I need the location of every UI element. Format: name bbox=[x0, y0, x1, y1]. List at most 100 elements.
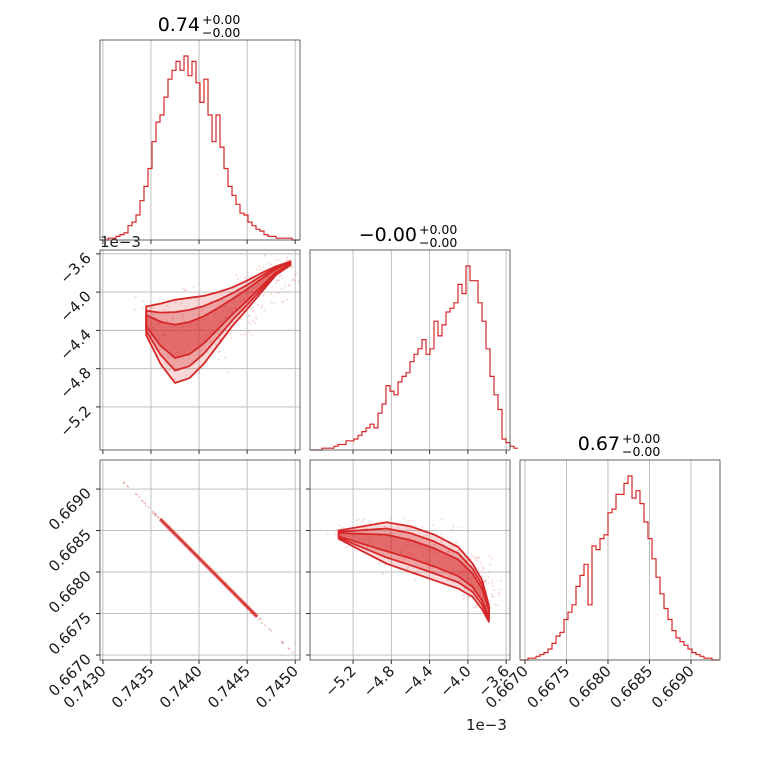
scatter-point bbox=[421, 526, 424, 528]
scatter-point bbox=[184, 289, 187, 292]
scatter-point bbox=[443, 555, 446, 558]
scatter-point bbox=[164, 333, 167, 336]
scatter-point bbox=[174, 301, 177, 304]
scatter-point bbox=[222, 310, 225, 313]
scatter-point bbox=[248, 322, 251, 324]
scatter-point bbox=[157, 323, 160, 325]
scatter-point bbox=[466, 598, 469, 601]
scatter-point bbox=[361, 520, 364, 523]
scatter-point bbox=[153, 512, 156, 515]
scatter-point bbox=[259, 268, 262, 271]
scatter-point bbox=[449, 562, 452, 565]
scatter-point bbox=[341, 526, 344, 529]
scatter-point bbox=[224, 356, 227, 359]
scatter-point bbox=[143, 502, 146, 505]
scatter-point bbox=[172, 364, 175, 367]
scatter-point bbox=[134, 308, 137, 311]
scatter-point bbox=[268, 628, 271, 631]
scatter-point bbox=[296, 272, 299, 275]
scatter-point bbox=[471, 580, 474, 583]
scatter-point bbox=[142, 300, 145, 303]
scatter-point bbox=[369, 522, 371, 524]
scatter-point bbox=[282, 640, 285, 643]
scatter-point bbox=[258, 265, 261, 268]
scatter-point bbox=[411, 553, 414, 556]
scatter-point bbox=[435, 551, 438, 554]
scatter-point bbox=[363, 526, 366, 529]
scatter-point bbox=[368, 538, 371, 541]
scatter-point bbox=[258, 617, 261, 620]
scatter-point bbox=[408, 551, 411, 554]
scatter-point bbox=[250, 333, 253, 336]
scatter-point bbox=[231, 307, 234, 310]
scatter-point bbox=[434, 551, 437, 554]
scatter-point bbox=[383, 525, 386, 528]
scatter-point bbox=[155, 316, 158, 319]
scatter-point bbox=[408, 536, 411, 539]
scatter-point bbox=[151, 329, 154, 332]
scatter-point bbox=[230, 311, 233, 314]
scatter-point bbox=[291, 279, 294, 282]
scatter-point bbox=[198, 371, 201, 374]
scatter-point bbox=[214, 313, 217, 316]
scatter-point bbox=[376, 535, 379, 538]
contour-level-1-panel-1-2 bbox=[337, 527, 490, 621]
panel-frame-r1-c1 bbox=[309, 249, 511, 451]
scatter-point bbox=[217, 322, 220, 325]
scatter-point bbox=[407, 526, 410, 529]
scatter-point bbox=[185, 339, 188, 342]
scatter-point bbox=[275, 258, 278, 261]
scatter-point bbox=[270, 629, 272, 632]
scatter-point bbox=[447, 549, 450, 552]
scatter-point bbox=[433, 543, 436, 546]
scatter-point bbox=[190, 323, 193, 326]
scatter-point bbox=[224, 316, 227, 319]
scatter-point bbox=[209, 341, 211, 344]
scatter-point bbox=[203, 313, 206, 316]
x-tick-label-param-2: 0.6690 bbox=[648, 662, 698, 712]
scatter-point bbox=[452, 525, 455, 528]
scatter-point bbox=[254, 322, 256, 325]
scatter-point bbox=[198, 314, 201, 317]
scatter-point bbox=[440, 518, 443, 521]
scatter-point bbox=[181, 316, 184, 319]
scatter-point bbox=[281, 300, 284, 303]
scatter-point bbox=[264, 624, 266, 627]
scatter-point bbox=[134, 493, 137, 495]
scatter-point bbox=[475, 559, 478, 562]
data-layer bbox=[100, 55, 720, 661]
scatter-point bbox=[414, 578, 417, 581]
scatter-point bbox=[195, 297, 198, 300]
scatter-point bbox=[380, 520, 383, 523]
title-plus-0: +0.00 bbox=[202, 12, 240, 27]
scatter-point bbox=[499, 588, 502, 591]
scatter-point bbox=[248, 275, 251, 278]
x-tick-label-param-0: 0.7445 bbox=[204, 662, 254, 712]
scatter-point bbox=[159, 338, 162, 341]
scatter-point bbox=[277, 279, 279, 282]
scatter-point bbox=[357, 518, 360, 521]
scatter-point bbox=[488, 554, 491, 557]
scatter-point bbox=[280, 287, 283, 290]
scatter-point bbox=[156, 515, 159, 518]
scatter-point bbox=[291, 265, 294, 268]
scatter-point bbox=[284, 285, 287, 288]
scatter-point bbox=[292, 278, 295, 281]
y-tick-label-param-2: 0.6675 bbox=[45, 609, 95, 659]
scatter-point bbox=[260, 306, 263, 309]
scatter-point bbox=[406, 566, 409, 569]
scatter-point bbox=[382, 572, 385, 575]
scatter-point bbox=[492, 585, 494, 588]
scatter-point bbox=[482, 567, 485, 570]
scatter-point bbox=[179, 324, 182, 327]
scatter-point bbox=[427, 561, 430, 564]
scatter-point bbox=[399, 550, 402, 553]
scatter-point bbox=[275, 279, 278, 282]
scatter-point bbox=[192, 354, 195, 357]
scatter-point bbox=[407, 519, 410, 522]
scatter-point bbox=[492, 595, 495, 598]
scatter-point bbox=[432, 551, 435, 554]
scatter-point bbox=[369, 539, 372, 542]
y-tick-label-param-1: −4.8 bbox=[56, 364, 94, 402]
frame-layer bbox=[99, 39, 721, 661]
